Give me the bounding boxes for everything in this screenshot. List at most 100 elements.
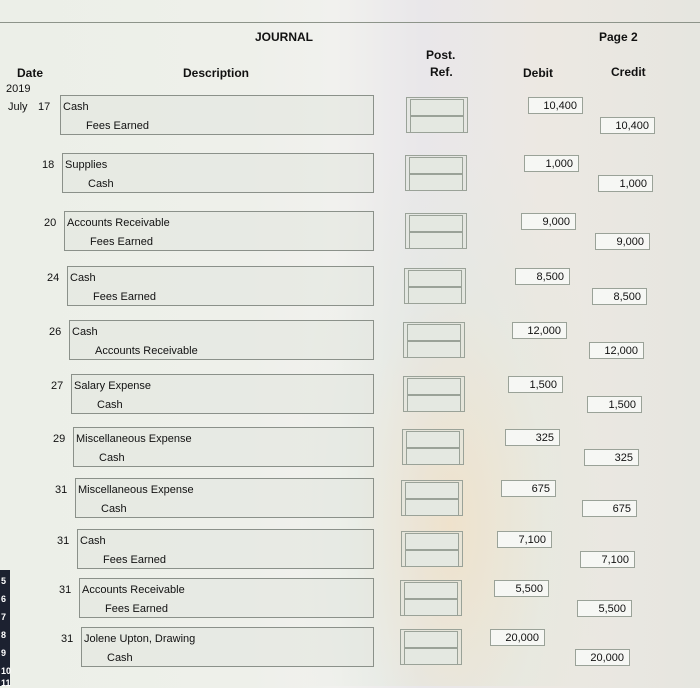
- entry-day: 18: [42, 159, 55, 171]
- gutter-number: 6: [1, 594, 7, 604]
- debit-header: Debit: [523, 66, 553, 80]
- credit-amount[interactable]: 12,000: [589, 342, 644, 359]
- post-ref-field[interactable]: [406, 97, 468, 133]
- credit-amount[interactable]: 7,100: [580, 551, 635, 568]
- debit-account: Miscellaneous Expense: [76, 433, 192, 445]
- post-ref-field[interactable]: [403, 322, 465, 358]
- post-ref-field[interactable]: [405, 155, 467, 191]
- debit-amount[interactable]: 1,500: [508, 376, 563, 393]
- credit-amount[interactable]: 8,500: [592, 288, 647, 305]
- journal-row: 20 Accounts Receivable Fees Earned 9,000 9,0…: [0, 211, 700, 253]
- credit-header: Credit: [611, 65, 646, 79]
- debit-account: Cash: [70, 272, 96, 284]
- credit-account: Cash: [88, 178, 114, 190]
- credit-account: Fees Earned: [105, 603, 168, 615]
- entry-day: 31: [55, 484, 68, 496]
- post-ref-field[interactable]: [402, 429, 464, 465]
- debit-amount[interactable]: 7,100: [497, 531, 552, 548]
- post-ref-field[interactable]: [405, 213, 467, 249]
- journal-row: 24 Cash Fees Earned 8,500 8,500: [0, 266, 700, 308]
- debit-account: Cash: [80, 535, 106, 547]
- entry-day: 31: [61, 633, 74, 645]
- description-box[interactable]: [81, 627, 374, 667]
- credit-account: Cash: [101, 503, 127, 515]
- journal-row: 27 Salary Expense Cash 1,500 1,500: [0, 374, 700, 416]
- description-box[interactable]: [75, 478, 374, 518]
- debit-account: Miscellaneous Expense: [78, 484, 194, 496]
- debit-account: Salary Expense: [74, 380, 152, 392]
- post-ref-field[interactable]: [403, 376, 465, 412]
- journal-title: JOURNAL: [255, 30, 314, 44]
- description-box[interactable]: [64, 211, 374, 251]
- entry-day: 20: [44, 217, 57, 229]
- post-ref-field[interactable]: [404, 268, 466, 304]
- description-box[interactable]: [67, 266, 374, 306]
- gutter-number: 5: [1, 576, 7, 586]
- description-box[interactable]: [79, 578, 374, 618]
- debit-amount[interactable]: 10,400: [528, 97, 583, 114]
- date-header: Date: [17, 66, 44, 80]
- description-box[interactable]: [71, 374, 374, 414]
- journal-row: 31 Cash Fees Earned 7,100 7,100: [0, 529, 700, 571]
- description-box[interactable]: [60, 95, 374, 135]
- journal-row: 26 Cash Accounts Receivable 12,000 12,000: [0, 320, 700, 362]
- credit-amount[interactable]: 675: [582, 500, 637, 517]
- credit-account: Fees Earned: [93, 291, 156, 303]
- debit-amount[interactable]: 20,000: [490, 629, 545, 646]
- description-box[interactable]: [77, 529, 374, 569]
- left-gutter: 5 6 7 8 9 10 11: [0, 570, 12, 688]
- credit-amount[interactable]: 10,400: [600, 117, 655, 134]
- post-ref-field[interactable]: [400, 580, 462, 616]
- credit-amount[interactable]: 5,500: [577, 600, 632, 617]
- journal-row: 31 Accounts Receivable Fees Earned 5,500 5,5…: [0, 578, 700, 620]
- gutter-number: 10: [1, 666, 12, 676]
- debit-amount[interactable]: 8,500: [515, 268, 570, 285]
- credit-account: Fees Earned: [90, 236, 153, 248]
- credit-account: Fees Earned: [86, 120, 149, 132]
- description-header: Description: [183, 66, 250, 80]
- debit-amount[interactable]: 12,000: [512, 322, 567, 339]
- debit-account: Accounts Receivable: [82, 584, 185, 596]
- entry-day: 27: [51, 380, 64, 392]
- entry-day: 29: [53, 433, 66, 445]
- debit-amount[interactable]: 5,500: [494, 580, 549, 597]
- gutter-number: 7: [1, 612, 7, 622]
- debit-account: Jolene Upton, Drawing: [84, 633, 196, 645]
- year-label: 2019: [6, 83, 31, 95]
- credit-account: Accounts Receivable: [95, 345, 198, 357]
- debit-amount[interactable]: 9,000: [521, 213, 576, 230]
- entry-day: 26: [49, 326, 62, 338]
- gutter-number: 8: [1, 630, 7, 640]
- debit-account: Cash: [63, 101, 89, 113]
- post-ref-field[interactable]: [401, 531, 463, 567]
- gutter-number: 9: [1, 648, 7, 658]
- credit-amount[interactable]: 325: [584, 449, 639, 466]
- journal-row: 18 Supplies Cash 1,000 1,000: [0, 153, 700, 195]
- entry-day: 24: [47, 272, 60, 284]
- gutter-number: 11: [1, 678, 11, 688]
- entry-day: 31: [59, 584, 72, 596]
- description-box[interactable]: [62, 153, 374, 193]
- entry-day: 31: [57, 535, 70, 547]
- credit-account: Fees Earned: [103, 554, 166, 566]
- journal-sheet: [0, 22, 700, 687]
- debit-account: Supplies: [65, 159, 108, 171]
- page-number: Page 2: [599, 30, 638, 44]
- ref-header: Ref.: [430, 65, 453, 79]
- journal-row: 31 Miscellaneous Expense Cash 675 675: [0, 478, 700, 520]
- description-box[interactable]: [73, 427, 374, 467]
- post-ref-field[interactable]: [400, 629, 462, 665]
- description-box[interactable]: [69, 320, 374, 360]
- post-header: Post.: [426, 48, 456, 62]
- credit-amount[interactable]: 1,000: [598, 175, 653, 192]
- credit-amount[interactable]: 9,000: [595, 233, 650, 250]
- credit-account: Cash: [99, 452, 125, 464]
- debit-account: Accounts Receivable: [67, 217, 170, 229]
- debit-amount[interactable]: 675: [501, 480, 556, 497]
- journal-row: 29 Miscellaneous Expense Cash 325 325: [0, 427, 700, 469]
- post-ref-field[interactable]: [401, 480, 463, 516]
- credit-amount[interactable]: 20,000: [575, 649, 630, 666]
- debit-amount[interactable]: 325: [505, 429, 560, 446]
- debit-amount[interactable]: 1,000: [524, 155, 579, 172]
- credit-amount[interactable]: 1,500: [587, 396, 642, 413]
